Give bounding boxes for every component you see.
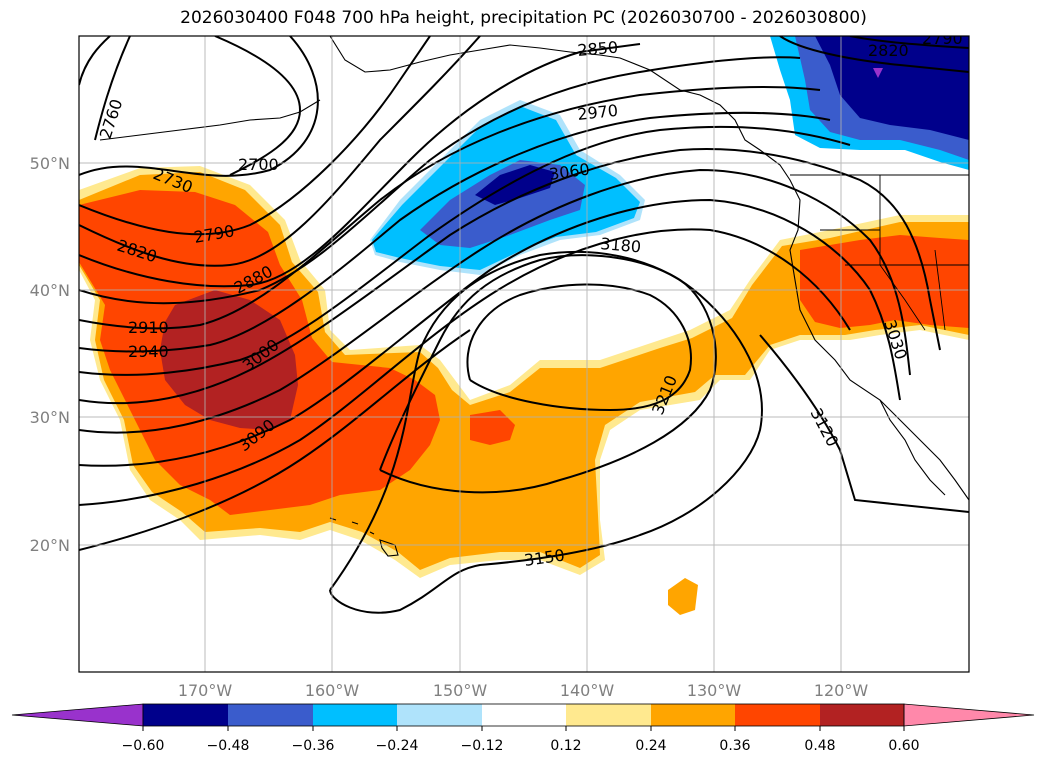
colorbar-tick-label: −0.48 (207, 738, 250, 754)
contour-label: 2970 (576, 101, 618, 124)
map-frame (78, 35, 970, 673)
contour-2700 (214, 36, 302, 176)
colorbar-tick-label: 0.48 (804, 738, 835, 754)
contour-2850 (79, 43, 641, 288)
precip-neg-ne-navy (815, 36, 969, 140)
colorbar-tick-label: −0.12 (461, 738, 504, 754)
contour-3180 (379, 254, 717, 494)
contour-2760 (79, 36, 111, 86)
colorbar: −0.60 −0.48 −0.36 −0.24 −0.12 0.12 0.24 … (11, 703, 1035, 754)
gridlines (79, 36, 969, 672)
colorbar-segment (482, 704, 566, 726)
lon-tick-label: 140°W (560, 681, 615, 700)
contour-label: 2940 (128, 342, 169, 361)
coastline-alaska (329, 36, 969, 501)
contour-3150 (329, 250, 763, 614)
lat-tick-label: 40°N (30, 281, 70, 300)
colorbar-tick-label: −0.60 (122, 738, 165, 754)
colorbar-segment (820, 704, 904, 726)
contour-2820 (79, 36, 481, 267)
lon-tick-label: 150°W (433, 681, 488, 700)
colorbar-segment (566, 704, 651, 726)
coastline-aleutians (99, 99, 321, 141)
colorbar-tick-label: 0.24 (635, 738, 666, 754)
colorbar-tick-label: −0.24 (376, 738, 419, 754)
precip-fill-red-mid (470, 410, 515, 445)
lon-tick-label: 170°W (178, 681, 233, 700)
contour-2910 (79, 86, 821, 330)
colorbar-extend-low (11, 703, 144, 727)
precip-neg-navy (475, 165, 555, 205)
precip-fill-red-east (800, 235, 969, 328)
colorbar-segment (313, 704, 397, 726)
contour-label: 2910 (128, 318, 169, 337)
contour-label: 2820 (868, 41, 909, 60)
contour-ne-2820 (779, 36, 969, 73)
contour-label: 3180 (600, 234, 642, 256)
colorbar-segment (397, 704, 482, 726)
precip-neg-ne-purple (873, 68, 883, 78)
contour-3030 (79, 168, 911, 434)
map-layers: 2760 2700 2730 2820 2790 2880 2910 2940 … (79, 29, 969, 672)
figure-title: 2026030400 F048 700 hPa height, precipit… (180, 8, 867, 28)
contour-2940 (79, 111, 831, 353)
colorbar-tick-label: 0.12 (550, 738, 581, 754)
lon-tick-labels: 170°W 160°W 150°W 140°W 130°W 120°W (178, 681, 869, 700)
colorbar-extend-high (903, 703, 1035, 727)
contour-2760b (94, 36, 131, 141)
colorbar-segment (651, 704, 735, 726)
contour-3210 (466, 283, 692, 412)
contour-2880 (79, 56, 801, 305)
colorbar-tick-label: 0.60 (888, 738, 919, 754)
precip-fill-small-1 (668, 578, 698, 615)
contour-3090 (79, 228, 851, 506)
lat-tick-label: 30°N (30, 408, 70, 427)
contour-2790 (79, 36, 431, 236)
colorbar-segment (143, 704, 228, 726)
lon-tick-label: 130°W (687, 681, 742, 700)
lon-tick-label: 120°W (814, 681, 869, 700)
colorbar-tick-label: −0.36 (292, 738, 335, 754)
colorbar-segment (735, 704, 820, 726)
contour-3000 (79, 148, 941, 405)
lat-tick-label: 20°N (30, 536, 70, 555)
contour-2970 (79, 125, 851, 376)
hawaii-islands (329, 517, 399, 557)
contour-label: 2700 (238, 155, 279, 174)
lat-tick-label: 50°N (30, 154, 70, 173)
colorbar-segment (228, 704, 313, 726)
colorbar-tick-label: 0.36 (719, 738, 750, 754)
contour-label: 2850 (577, 38, 619, 60)
contour-ne-2790 (849, 36, 969, 49)
contour-label: 2790 (922, 29, 963, 48)
contour-2730 (79, 36, 319, 177)
lat-tick-labels: 50°N 40°N 30°N 20°N (30, 154, 70, 555)
lon-tick-label: 160°W (305, 681, 360, 700)
